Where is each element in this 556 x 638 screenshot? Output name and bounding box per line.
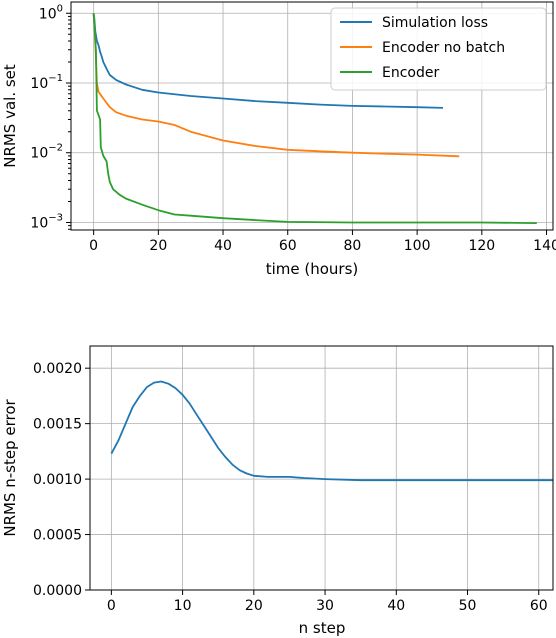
chart-bottom: 0 10 20 30 40 50 60 0.00000.00050.00100.00150.…	[1, 345, 554, 637]
bottom-y-tick-label: 0.0020	[33, 361, 82, 377]
bottom-y-tick-label: 0.0000	[33, 583, 82, 599]
top-series-line-simulation-loss	[92, 13, 444, 109]
top-x-tick-label: 120	[468, 238, 495, 254]
bottom-y-ticks: 0.0000 0.0005 0.0010 0.0015 0.0020	[33, 361, 90, 599]
top-x-tick-label: 0	[89, 238, 98, 254]
top-x-axis-label: time (hours)	[266, 260, 359, 278]
bottom-x-axis-label: n step	[299, 619, 346, 637]
legend-label-simulation-loss: Simulation loss	[382, 15, 488, 31]
bottom-y-axis-label: NRMS n-step error	[1, 399, 19, 537]
top-y-ticks: 10−3 10−2 10−1 100	[30, 3, 71, 231]
top-x-tick-label: 20	[149, 238, 167, 254]
bottom-y-tick-label: 0.0010	[33, 472, 82, 488]
top-x-tick-label: 100	[404, 238, 431, 254]
top-x-ticks: 0 20 40 60 80 100 120 140	[89, 230, 556, 254]
bottom-plot-frame	[89, 345, 554, 591]
bottom-x-tick-label: 30	[316, 598, 334, 614]
top-x-tick-label: 60	[279, 238, 297, 254]
legend-box	[330, 7, 547, 91]
bottom-x-tick-label: 10	[174, 598, 192, 614]
top-x-tick-label: 40	[214, 238, 232, 254]
top-x-tick-label: 80	[344, 238, 362, 254]
bottom-x-tick-label: 60	[530, 598, 548, 614]
bottom-x-tick-label: 20	[245, 598, 263, 614]
top-x-tick-label: 140	[533, 238, 556, 254]
bottom-y-tick-label: 0.0015	[33, 417, 82, 433]
chart-top: 0 20 40 60 80 100 120 140 10−3 10−2 10−1 100 time …	[1, 1, 556, 278]
bottom-x-tick-label: 50	[459, 598, 477, 614]
bottom-series-line-n-step-error	[110, 380, 553, 482]
bottom-x-ticks: 0 10 20 30 40 50 60	[107, 590, 548, 614]
bottom-series-lines	[110, 380, 553, 482]
legend-label-encoder: Encoder	[382, 65, 439, 81]
bottom-x-tick-label: 40	[387, 598, 405, 614]
top-y-tick-label: 10−3	[30, 212, 63, 231]
top-plot-frame	[70, 1, 554, 231]
top-series-line-encoder-no-batch	[92, 13, 460, 158]
top-series-line-encoder	[92, 13, 537, 224]
bottom-y-tick-label: 0.0005	[33, 528, 82, 544]
top-legend: Simulation loss Encoder no batch Encoder	[330, 7, 547, 91]
top-y-tick-label: 10−1	[30, 73, 63, 92]
top-y-tick-label: 10−2	[30, 143, 63, 162]
top-series-lines	[92, 13, 537, 224]
legend-label-encoder-no-batch: Encoder no batch	[382, 40, 505, 56]
bottom-x-tick-label: 0	[107, 598, 116, 614]
top-y-tick-label: 100	[39, 3, 63, 22]
top-y-axis-label: NRMS val. set	[1, 64, 19, 168]
